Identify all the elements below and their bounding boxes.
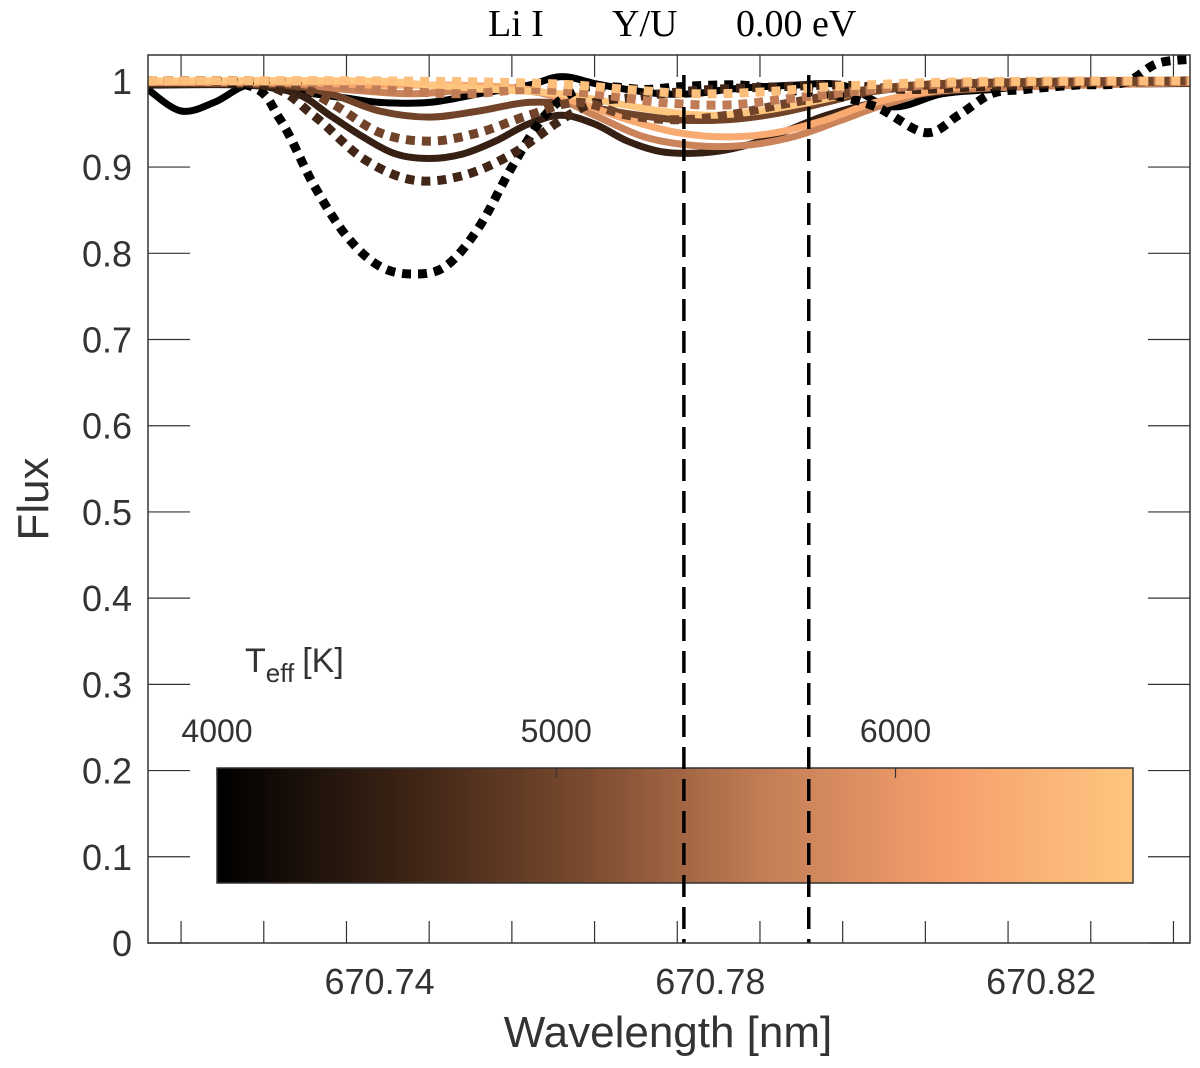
colorbar-title-sub: eff [266, 658, 295, 688]
colorbar-title-unit: [K] [302, 642, 344, 680]
tick-labels: 0 0.1 0.2 0.3 0.4 0.5 0.6 0.7 0.8 0.9 1 670.74 670.7… [82, 61, 1096, 1002]
series-line-dotted [148, 76, 1190, 146]
y-tick-label: 0.1 [82, 837, 132, 878]
colorbar-tick-label: 5000 [521, 713, 592, 749]
series-line-dotted [148, 76, 1190, 99]
colorbar-title-main: T [245, 642, 266, 680]
chart-title-energy: 0.00 eV [736, 3, 857, 45]
x-axis-label: Wavelength [nm] [504, 1008, 833, 1057]
y-tick-label: 0.5 [82, 492, 132, 533]
y-tick-label: 0 [112, 923, 132, 964]
y-tick-label: 0.4 [82, 578, 132, 619]
y-tick-label: 0.8 [82, 233, 132, 274]
x-tick-label: 670.82 [986, 961, 1096, 1002]
y-tick-label: 0.7 [82, 320, 132, 361]
y-tick-label: 0.6 [82, 406, 132, 447]
colorbar-tick-label: 4000 [181, 713, 252, 749]
plot-frame [147, 54, 1191, 944]
colorbar-ticks: 4000 5000 6000 [181, 713, 931, 778]
colorbar-gradient [216, 767, 1134, 884]
vertical-lines [682, 75, 811, 943]
x-tick-label: 670.74 [325, 961, 435, 1002]
y-tick-label: 0.3 [82, 664, 132, 705]
y-tick-label: 0.2 [82, 751, 132, 792]
colorbar-title: Teff [K] [245, 642, 344, 688]
colorbar-tick-label: 6000 [860, 713, 931, 749]
y-tick-label: 0.9 [82, 147, 132, 188]
series-layer [148, 55, 1190, 279]
y-tick-label: 1 [112, 61, 132, 102]
x-tick-label: 670.78 [655, 961, 765, 1002]
chart-title-element: Li I [488, 3, 544, 45]
colorbar: 4000 5000 6000 Teff [K] [181, 642, 1134, 884]
y-axis-label: Flux [9, 457, 58, 540]
chart-title-ratio: Y/U [612, 3, 677, 45]
